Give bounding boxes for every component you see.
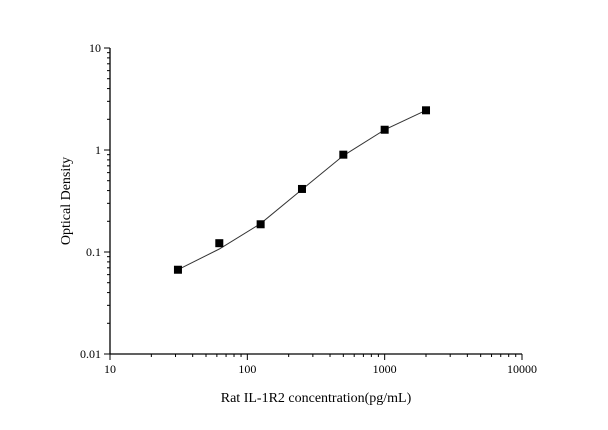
x-tick-label: 1000 [373, 362, 397, 376]
y-tick-label: 10 [89, 41, 101, 55]
data-point [215, 239, 224, 248]
data-point [173, 265, 182, 274]
data-point [297, 184, 306, 193]
y-axis-label: Optical Density [59, 157, 74, 245]
data-point [380, 125, 389, 134]
x-tick-label: 10000 [507, 362, 537, 376]
y-tick-label: 0.01 [80, 347, 101, 361]
marks [173, 106, 431, 274]
data-point [339, 150, 348, 159]
data-point [256, 220, 265, 229]
data-point [422, 106, 431, 115]
axes [109, 48, 522, 355]
y-tick-label: 0.1 [86, 245, 101, 259]
ticks: 10 100 1000 10000 0.01 0.1 1 10 [80, 41, 537, 376]
x-tick-label: 100 [238, 362, 256, 376]
x-tick-label: 10 [104, 362, 116, 376]
x-axis-label: Rat IL-1R2 concentration(pg/mL) [221, 391, 412, 406]
y-tick-label: 1 [95, 143, 101, 157]
